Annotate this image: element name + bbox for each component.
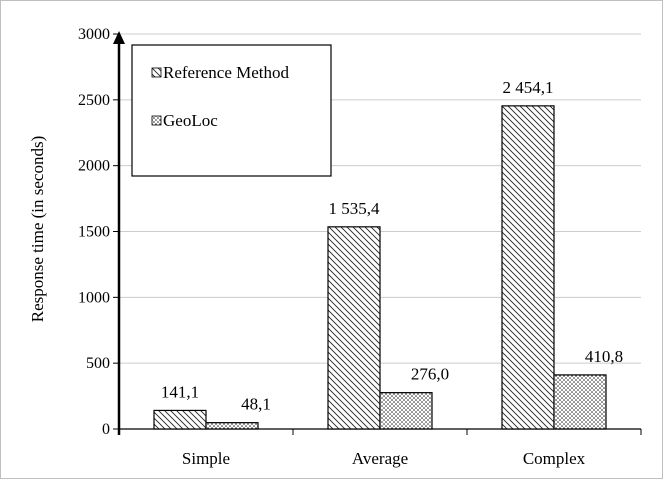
- data-label-reference-method: 2 454,1: [503, 78, 554, 97]
- legend-label-reference-method: Reference Method: [163, 63, 290, 82]
- bar-geoloc: [553, 374, 607, 430]
- y-axis-arrow: [113, 31, 125, 44]
- axes: 0 500 1000 1500 2000 2500 3000 Simple Average Com…: [78, 26, 642, 468]
- data-label-geoloc: 276,0: [411, 365, 449, 384]
- y-tick-label: 3000: [78, 26, 110, 43]
- data-label-geoloc: 48,1: [241, 395, 271, 414]
- data-label-geoloc: 410,8: [585, 347, 623, 366]
- x-tick-label: Simple: [182, 449, 230, 468]
- y-tick-label: 500: [86, 355, 110, 372]
- y-tick-label: 1500: [78, 224, 110, 241]
- y-tick-label: 2000: [78, 158, 110, 175]
- bar-geoloc: [205, 422, 259, 430]
- legend-box: [131, 44, 332, 177]
- bars: [153, 105, 607, 430]
- legend-swatch-reference-method: [151, 67, 162, 78]
- y-axis-label: Response time (in seconds): [28, 136, 47, 323]
- legend-swatch-geoloc: [151, 115, 162, 126]
- y-tick-label: 2500: [78, 92, 110, 109]
- y-tick-label: 1000: [78, 289, 110, 306]
- bar-reference-method: [327, 226, 381, 430]
- data-label-reference-method: 1 535,4: [329, 199, 381, 218]
- x-tick-label: Complex: [523, 449, 586, 468]
- legend-label-geoloc: GeoLoc: [163, 111, 218, 130]
- bar-reference-method: [153, 409, 207, 430]
- x-tick-label: Average: [352, 449, 408, 468]
- bar-geoloc: [379, 392, 433, 430]
- legend: Reference Method GeoLoc: [131, 44, 332, 177]
- y-tick-label: 0: [102, 421, 110, 438]
- data-labels: 141,1 48,1 1 535,4 276,0 2 454,1 410,8: [161, 78, 623, 414]
- bar-reference-method: [501, 105, 555, 430]
- data-label-reference-method: 141,1: [161, 382, 199, 401]
